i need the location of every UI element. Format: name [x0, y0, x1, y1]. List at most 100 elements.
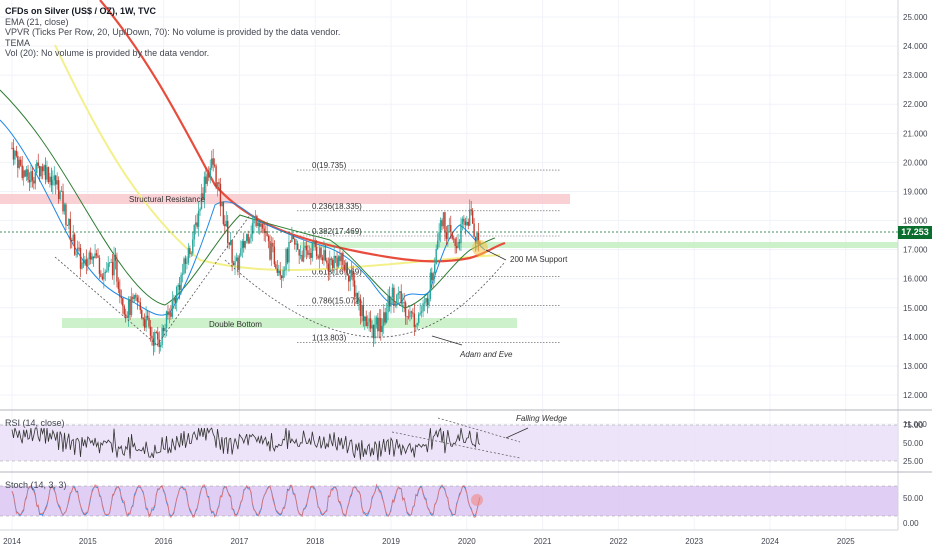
candle-body — [123, 306, 125, 315]
candle-body — [41, 166, 44, 172]
candle-body — [203, 176, 206, 199]
y-tick-label: 18.000 — [903, 217, 928, 226]
candle-body — [248, 238, 251, 243]
candle-body — [353, 280, 356, 297]
candle-body — [167, 311, 169, 316]
candle-body — [247, 234, 249, 243]
candle-body — [66, 224, 69, 226]
candle-body — [82, 262, 85, 264]
legend-vpvr: VPVR (Ticks Per Row, 20, Up/Down, 70): N… — [5, 27, 341, 37]
y-tick-label: 22.000 — [903, 100, 928, 109]
candle-body — [476, 232, 478, 244]
candle-body — [282, 270, 284, 279]
candle-body — [474, 236, 477, 244]
candle-body — [190, 253, 192, 255]
y-tick-label: 20.000 — [903, 158, 928, 167]
candle-body — [229, 240, 232, 245]
candle-body — [288, 241, 290, 263]
candle-body — [380, 317, 382, 333]
candle-body — [269, 241, 271, 260]
candle-body — [307, 250, 309, 255]
candle-body — [334, 256, 337, 258]
candle-body — [368, 318, 370, 323]
candle-body — [374, 324, 376, 339]
rsi-label: RSI (14, close) — [5, 418, 65, 428]
candle-body — [250, 234, 252, 239]
candle-body — [130, 296, 133, 315]
stoch-tick-label: 50.00 — [903, 494, 924, 503]
candle-body — [279, 270, 281, 276]
candle-body — [372, 325, 375, 339]
candle-body — [116, 260, 118, 282]
candle-body — [157, 332, 159, 340]
candle-body — [267, 235, 270, 242]
candle-body — [192, 239, 194, 254]
x-tick-label: 2019 — [382, 537, 400, 546]
candle-body — [84, 259, 86, 264]
candle-body — [36, 162, 38, 173]
candle-body — [295, 243, 297, 245]
candle-body — [384, 312, 386, 323]
x-tick-label: 2020 — [458, 537, 476, 546]
candle-body — [381, 325, 383, 333]
candle-body — [458, 242, 461, 244]
candle-body — [231, 240, 233, 263]
candle-body — [164, 327, 166, 332]
candle-body — [441, 220, 443, 227]
candle-body — [225, 220, 227, 227]
candle-body — [129, 299, 131, 315]
candle-body — [317, 256, 319, 259]
candle-body — [240, 248, 242, 256]
y-tick-label: 23.000 — [903, 71, 928, 80]
candle-body — [439, 220, 442, 233]
candle-body — [305, 245, 308, 251]
candle-body — [60, 191, 63, 192]
candle-body — [244, 240, 246, 248]
candle-body — [237, 257, 239, 271]
candle-body — [292, 235, 295, 240]
candle-body — [298, 249, 300, 256]
candle-body — [189, 248, 191, 255]
stoch-highlight — [471, 494, 483, 506]
candle-body — [308, 252, 311, 255]
candle-body — [470, 209, 472, 211]
candle-body — [253, 219, 255, 224]
candle-body — [117, 281, 120, 290]
candle-body — [224, 224, 226, 227]
candle-body — [232, 262, 235, 266]
candle-body — [457, 242, 459, 249]
candle-body — [345, 262, 347, 271]
candle-body — [12, 148, 15, 160]
candle-body — [339, 256, 341, 262]
candle-body — [448, 225, 451, 226]
candle-body — [359, 299, 362, 317]
candle-body — [393, 287, 395, 306]
candle-body — [234, 261, 236, 266]
candle-body — [387, 295, 389, 313]
candle-body — [138, 301, 140, 303]
candle-body — [57, 180, 60, 200]
candle-body — [467, 221, 469, 226]
candle-body — [126, 316, 128, 318]
candle-body — [404, 302, 407, 317]
y-tick-label: 24.000 — [903, 42, 928, 51]
candle-body — [435, 248, 437, 265]
stoch-label: Stoch (14, 3, 3) — [5, 480, 67, 490]
x-tick-label: 2015 — [79, 537, 97, 546]
candle-body — [235, 257, 238, 262]
candle-body — [399, 291, 401, 293]
candle-body — [466, 221, 468, 225]
adam-eve-curve — [224, 259, 506, 338]
candle-body — [403, 302, 405, 304]
candle-body — [65, 204, 67, 225]
candle-body — [218, 182, 220, 184]
candle-body — [146, 315, 149, 318]
candle-body — [132, 296, 134, 300]
candle-body — [346, 262, 348, 276]
candle-body — [352, 271, 354, 281]
candle-body — [127, 299, 130, 318]
candle-body — [208, 173, 210, 178]
candle-body — [391, 287, 394, 298]
candle-body — [243, 241, 245, 248]
